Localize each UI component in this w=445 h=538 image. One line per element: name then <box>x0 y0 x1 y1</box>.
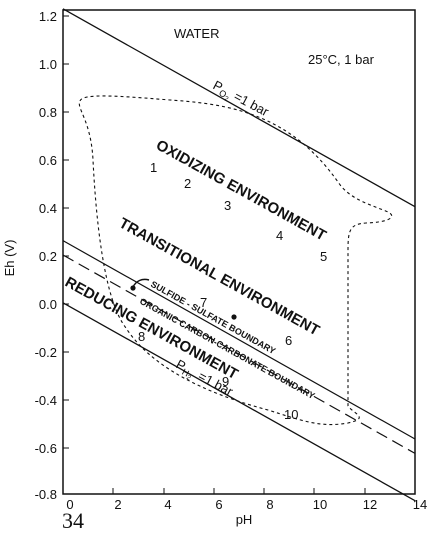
boundary-dot <box>231 314 236 319</box>
y-tick-label: 0.0 <box>39 297 57 312</box>
y-tick-label: 0.2 <box>39 249 57 264</box>
sulfide-arrow-mark <box>133 279 149 287</box>
x-tick-label: 2 <box>114 497 121 512</box>
y-axis-label: Eh (V) <box>2 240 17 277</box>
point-label: 8 <box>138 329 145 344</box>
x-tick-label: 10 <box>313 497 327 512</box>
point-label: 6 <box>285 333 292 348</box>
y-tick-label: 0.4 <box>39 201 57 216</box>
y-tick-label: 1.2 <box>39 9 57 24</box>
conditions-label: 25°C, 1 bar <box>308 52 375 67</box>
sulfide-sulfate-boundary-line <box>63 241 415 439</box>
x-tick-label: 12 <box>363 497 377 512</box>
point-label: 9 <box>222 374 229 389</box>
point-label: 2 <box>184 176 191 191</box>
oxygen-boundary-line <box>63 9 415 207</box>
svg-text:PO2=1 bar: PO2 =1 bar <box>209 77 272 123</box>
y-tick-label: 1.0 <box>39 57 57 72</box>
y-tick-label: -0.2 <box>35 345 57 360</box>
water-label: WATER <box>174 26 220 41</box>
x-tick-label: 6 <box>215 497 222 512</box>
x-tick-label: 8 <box>266 497 273 512</box>
point-label: 7 <box>200 295 207 310</box>
y-tick-label: 0.6 <box>39 153 57 168</box>
y-axis: 1.2 1.0 0.8 0.6 0.4 0.2 0.0 -0.2 -0.4 -0… <box>2 9 69 502</box>
po2-label: PO2 =1 bar <box>209 77 272 123</box>
y-tick-label: -0.6 <box>35 441 57 456</box>
y-tick-label: 0.8 <box>39 105 57 120</box>
boundary-dot <box>130 285 135 290</box>
y-tick-label: -0.8 <box>35 487 57 502</box>
oxidizing-environment-label: OXIDIZING ENVIRONMENT <box>153 137 329 245</box>
point-label: 1 <box>150 160 157 175</box>
y-tick-label: -0.4 <box>35 393 57 408</box>
point-label: 3 <box>224 198 231 213</box>
x-tick-label: 4 <box>164 497 171 512</box>
point-label: 10 <box>284 407 298 422</box>
point-label: 4 <box>276 228 283 243</box>
x-tick-label: 14 <box>413 497 427 512</box>
page-number: 34 <box>62 508 84 533</box>
point-label: 5 <box>320 249 327 264</box>
plot-frame <box>63 10 415 494</box>
x-axis-label: pH <box>236 512 253 527</box>
